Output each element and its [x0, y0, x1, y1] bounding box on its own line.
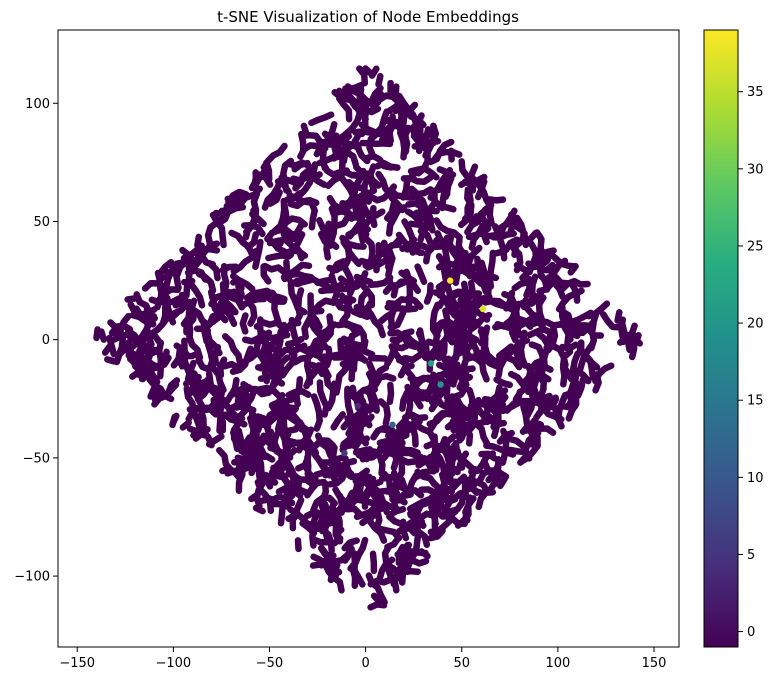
- x-tick-label: 150: [642, 656, 667, 671]
- scatter-cluster-marks: [93, 65, 644, 611]
- scatter-cluster: [93, 65, 644, 611]
- plot-frame: [57, 29, 680, 648]
- y-tick-label: 0: [42, 333, 50, 348]
- y-tick-label: −100: [14, 570, 50, 585]
- chart-title: t-SNE Visualization of Node Embeddings: [217, 8, 519, 26]
- x-axis: −150 −100 −50 0 50 100 150: [59, 647, 666, 671]
- colorbar-tick-label: 30: [747, 162, 764, 177]
- colorbar-tick-label: 15: [747, 394, 764, 409]
- highlighted-points: [341, 277, 487, 457]
- colorbar-tick-label: 0: [747, 625, 755, 640]
- colorbar-tick-label: 10: [747, 471, 764, 486]
- highlighted-point: [479, 305, 487, 313]
- colorbar-gradient: [703, 29, 739, 648]
- highlighted-point: [389, 421, 396, 428]
- highlighted-point: [427, 360, 435, 367]
- x-tick-label: 100: [545, 656, 570, 671]
- x-tick-label: 0: [361, 656, 369, 671]
- colorbar-tick-label: 5: [747, 548, 755, 563]
- y-tick-label: −50: [23, 451, 50, 466]
- highlighted-point: [341, 449, 348, 457]
- colorbar-tick-label: 25: [747, 239, 764, 254]
- colorbar-ticks: 0 5 10 15 20 25 30 35: [738, 85, 764, 640]
- colorbar-tick-label: 35: [747, 85, 764, 100]
- highlighted-point: [437, 381, 444, 388]
- colorbar-tick-label: 20: [747, 317, 764, 332]
- plot-area: [93, 65, 644, 611]
- highlighted-point: [354, 402, 362, 410]
- y-tick-label: 100: [25, 97, 50, 112]
- x-tick-label: −150: [59, 656, 95, 671]
- x-tick-label: 50: [453, 656, 470, 671]
- y-tick-label: 50: [33, 215, 50, 230]
- x-tick-label: −50: [256, 656, 283, 671]
- y-axis: −100 −50 0 50 100: [14, 97, 58, 585]
- x-tick-label: −100: [155, 656, 191, 671]
- highlighted-point: [447, 277, 454, 284]
- colorbar: 0 5 10 15 20 25 30 35: [703, 29, 764, 648]
